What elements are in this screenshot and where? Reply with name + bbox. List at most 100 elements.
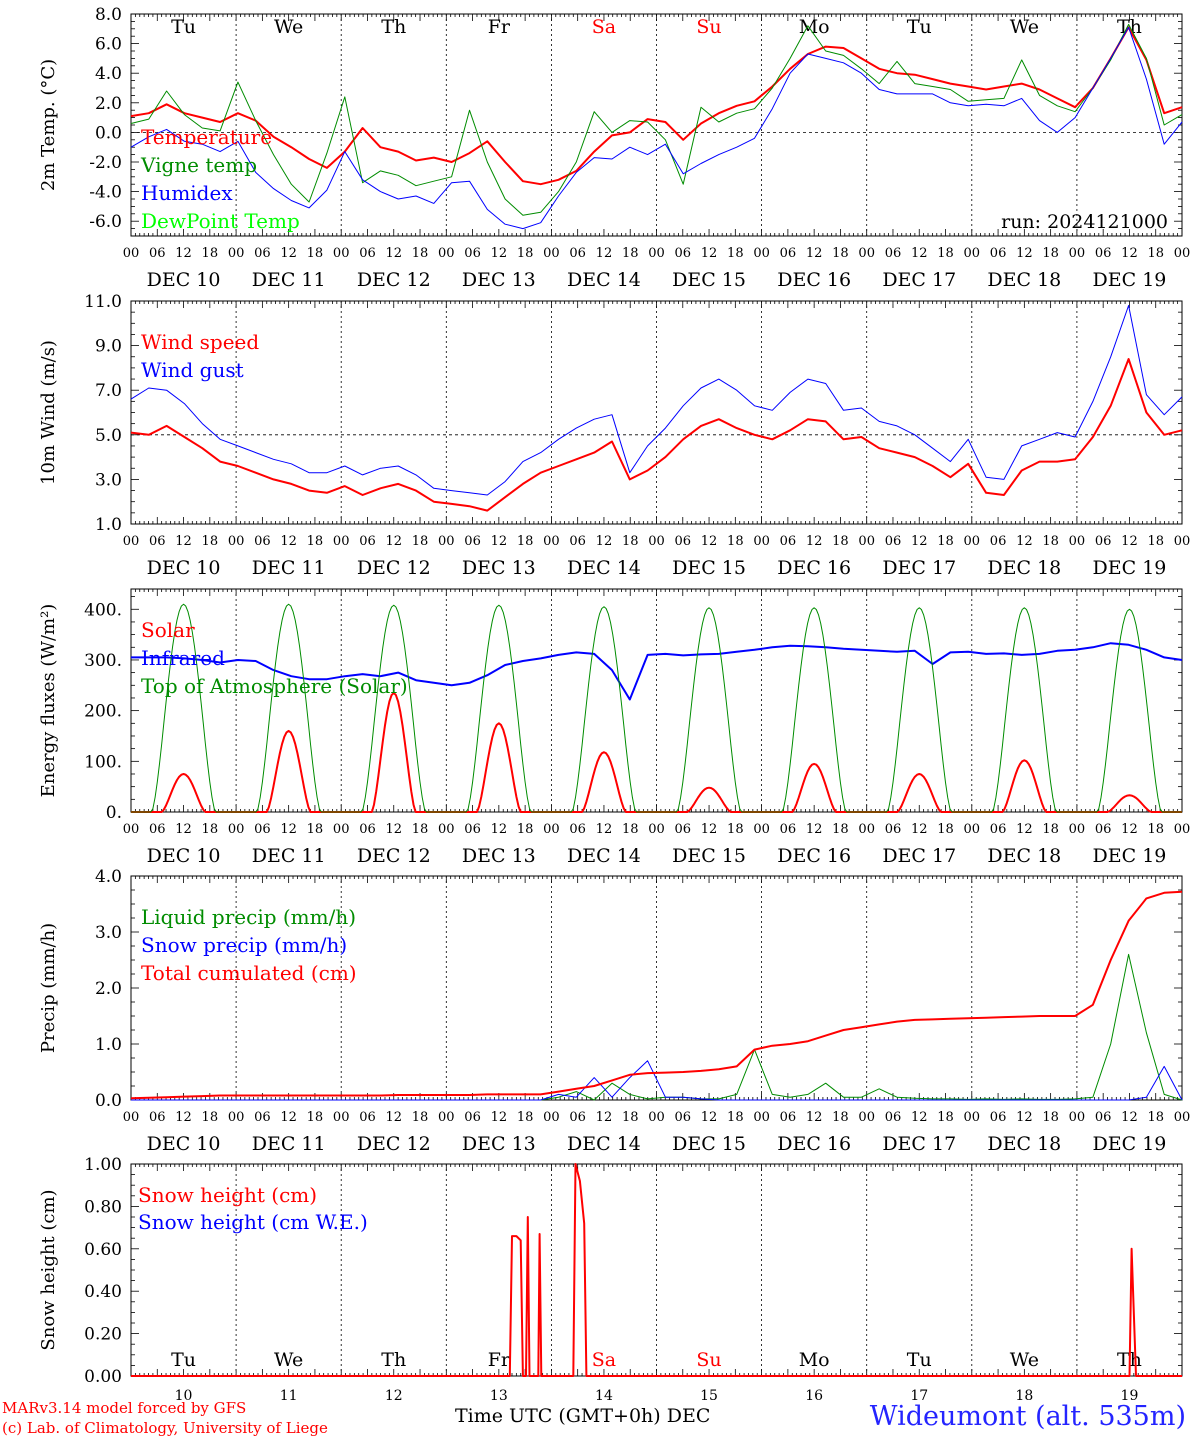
x-axis-title: Time UTC (GMT+0h) DEC — [455, 1405, 711, 1427]
x-date-label: DEC 19 — [1093, 557, 1167, 579]
x-date-label: DEC 11 — [252, 557, 326, 579]
x-hour-label: 06 — [675, 534, 692, 549]
x-hour-label: 06 — [780, 246, 797, 261]
x-hour-label: 12 — [701, 1110, 718, 1125]
x-hour-label: 18 — [1042, 246, 1059, 261]
day-number-label: 12 — [385, 1388, 403, 1404]
x-hour-label: 06 — [569, 534, 586, 549]
x-hour-label: 06 — [675, 246, 692, 261]
day-name-label: Fr — [488, 1349, 511, 1371]
x-hour-label: 00 — [1069, 246, 1086, 261]
x-date-label: DEC 16 — [777, 269, 851, 291]
y-tick-label: 0. — [106, 803, 122, 823]
x-date-label: DEC 10 — [147, 1133, 221, 1155]
x-date-label: DEC 15 — [672, 269, 746, 291]
x-hour-label: 18 — [937, 246, 954, 261]
x-hour-label: 00 — [648, 1110, 665, 1125]
x-hour-label: 00 — [438, 822, 455, 837]
legend-entry: Solar — [141, 618, 195, 642]
x-hour-label: 00 — [858, 1110, 875, 1125]
x-hour-label: 12 — [701, 822, 718, 837]
x-hour-label: 06 — [990, 534, 1007, 549]
series-snow-height-cm — [131, 1163, 1182, 1377]
x-hour-label: 06 — [990, 822, 1007, 837]
x-hour-label: 06 — [1095, 246, 1112, 261]
x-hour-label: 06 — [359, 822, 376, 837]
x-hour-label: 00 — [543, 1110, 560, 1125]
series-snow-precip-mm-h — [131, 1060, 1183, 1101]
x-hour-label: 12 — [385, 246, 402, 261]
x-hour-label: 06 — [780, 1110, 797, 1125]
x-hour-label: 12 — [491, 246, 508, 261]
y-tick-label: 0.40 — [84, 1282, 122, 1302]
x-hour-label: 12 — [280, 246, 297, 261]
y-tick-label: 1.00 — [84, 1155, 122, 1175]
x-hour-label: 06 — [149, 534, 166, 549]
x-hour-label: 06 — [464, 534, 481, 549]
x-hour-label: 06 — [149, 1110, 166, 1125]
y-tick-label: 100. — [84, 752, 122, 772]
x-date-label: DEC 14 — [567, 557, 641, 579]
day-number-label: 11 — [280, 1388, 298, 1404]
x-hour-label: 18 — [622, 534, 639, 549]
day-name-label: We — [274, 16, 303, 38]
y-axis-title: Energy fluxes (W/m²) — [38, 604, 59, 798]
x-hour-label: 06 — [254, 534, 271, 549]
x-hour-label: 00 — [1069, 1110, 1086, 1125]
y-tick-label: 4.0 — [95, 64, 122, 84]
x-date-label: DEC 18 — [987, 845, 1061, 867]
x-hour-label: 18 — [307, 822, 324, 837]
day-number-label: 14 — [595, 1388, 613, 1404]
legend-entry: Snow height (cm W.E.) — [138, 1210, 368, 1234]
x-hour-label: 06 — [1095, 534, 1112, 549]
day-name-label: Sa — [592, 1349, 616, 1371]
x-hour-label: 06 — [359, 534, 376, 549]
y-tick-label: 3.0 — [95, 470, 122, 490]
x-hour-label: 18 — [832, 1110, 849, 1125]
legend-entry: DewPoint Temp — [141, 209, 300, 233]
y-tick-label: -4.0 — [89, 183, 122, 203]
x-hour-label: 00 — [228, 246, 245, 261]
day-name-label: Tu — [907, 1349, 932, 1371]
x-hour-label: 18 — [1042, 1110, 1059, 1125]
x-hour-label: 12 — [806, 246, 823, 261]
x-hour-label: 18 — [202, 1110, 219, 1125]
x-hour-label: 06 — [464, 246, 481, 261]
legend-entry: Wind gust — [141, 358, 244, 382]
x-hour-label: 06 — [569, 822, 586, 837]
x-hour-label: 18 — [307, 1110, 324, 1125]
x-date-label: DEC 14 — [567, 845, 641, 867]
x-hour-label: 00 — [543, 534, 560, 549]
x-hour-label: 06 — [885, 1110, 902, 1125]
x-date-label: DEC 14 — [567, 1133, 641, 1155]
x-hour-label: 00 — [123, 534, 140, 549]
x-hour-label: 00 — [123, 1110, 140, 1125]
y-tick-label: -6.0 — [89, 212, 122, 232]
day-number-label: 19 — [1121, 1388, 1139, 1404]
y-tick-label: 11.0 — [84, 292, 122, 312]
x-hour-label: 12 — [1016, 822, 1033, 837]
x-hour-label: 12 — [175, 822, 192, 837]
day-number-label: 17 — [910, 1388, 928, 1404]
y-tick-label: 200. — [84, 702, 122, 722]
x-hour-label: 12 — [911, 246, 928, 261]
x-hour-label: 12 — [701, 246, 718, 261]
legend-entry: Snow height (cm) — [138, 1183, 317, 1207]
x-hour-label: 00 — [753, 534, 770, 549]
x-hour-label: 12 — [596, 246, 613, 261]
x-hour-label: 18 — [307, 534, 324, 549]
x-hour-label: 06 — [1095, 1110, 1112, 1125]
x-hour-label: 12 — [175, 1110, 192, 1125]
x-hour-label: 00 — [964, 534, 981, 549]
x-date-label: DEC 19 — [1093, 269, 1167, 291]
x-hour-label: 12 — [1016, 246, 1033, 261]
x-hour-label: 18 — [937, 534, 954, 549]
x-date-label: DEC 17 — [882, 269, 956, 291]
x-hour-label: 18 — [832, 246, 849, 261]
x-hour-label: 18 — [202, 822, 219, 837]
x-hour-label: 12 — [596, 1110, 613, 1125]
x-hour-label: 00 — [333, 822, 350, 837]
x-hour-label: 00 — [648, 534, 665, 549]
day-name-label: Tu — [171, 16, 196, 38]
